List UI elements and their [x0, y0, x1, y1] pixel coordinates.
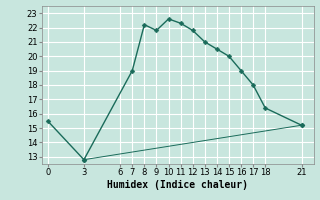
X-axis label: Humidex (Indice chaleur): Humidex (Indice chaleur) — [107, 180, 248, 190]
